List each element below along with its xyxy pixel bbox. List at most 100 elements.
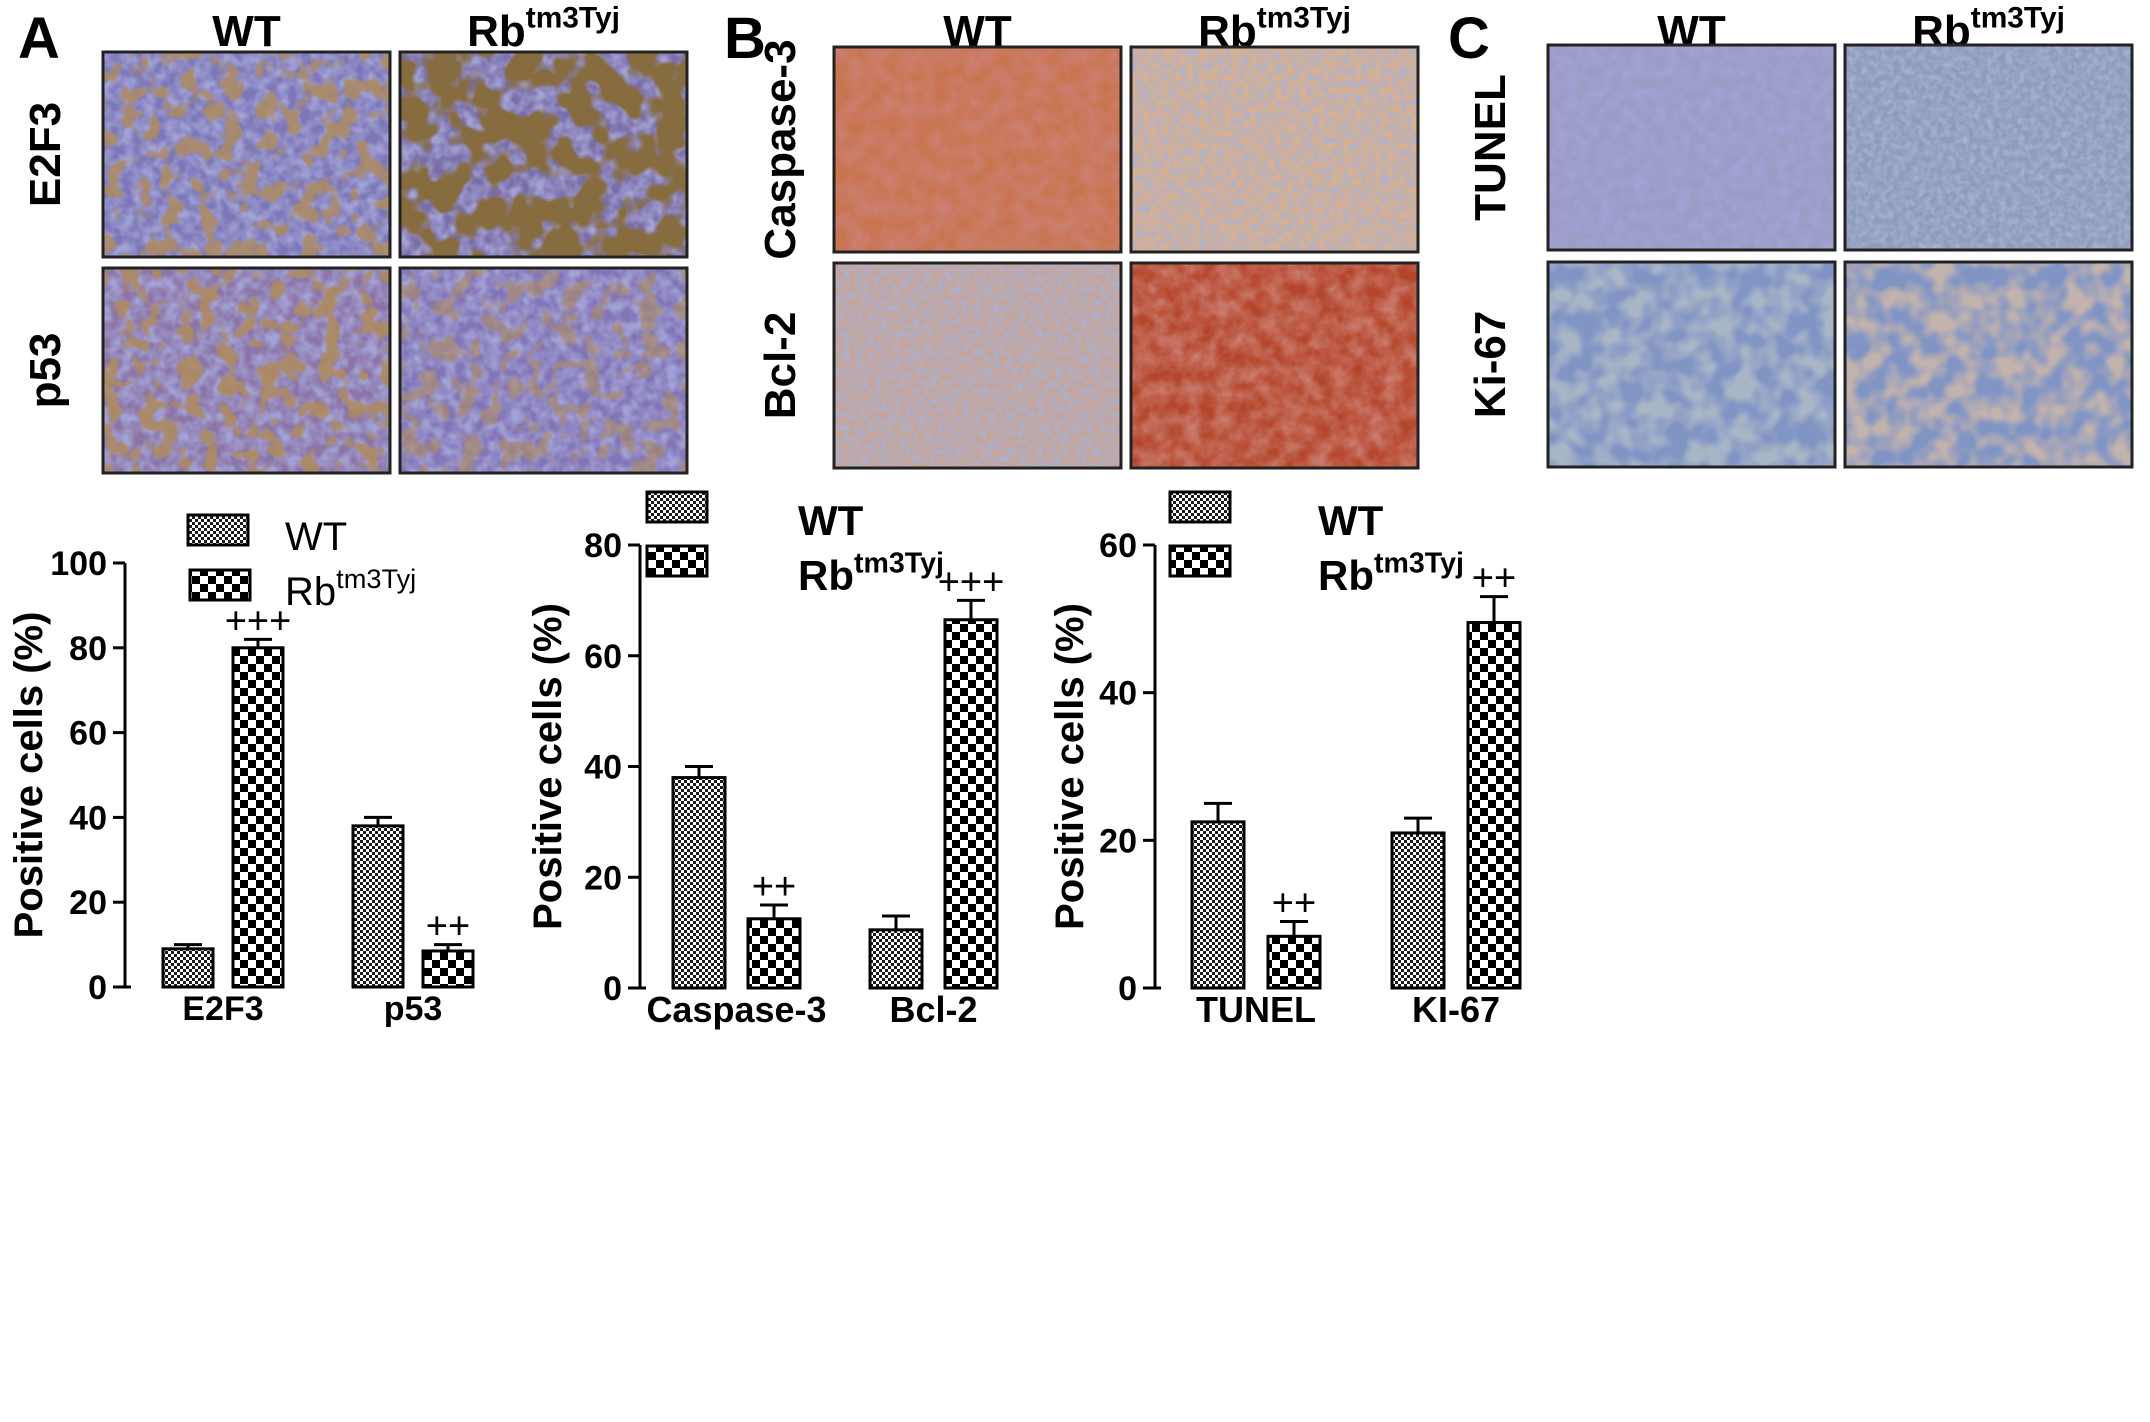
row-label: TUNEL <box>1466 74 1515 221</box>
column-header-rb: Rbtm3Tyj <box>467 2 620 56</box>
legend-label-rb: Rbtm3Tyj <box>1318 547 1464 599</box>
y-tick-label: 60 <box>69 715 107 753</box>
image-border <box>1546 43 1837 252</box>
x-tick-label: p53 <box>384 990 443 1028</box>
histology-image-rb <box>1843 43 2134 252</box>
x-tick-label: E2F3 <box>182 990 263 1028</box>
image-border <box>101 266 392 475</box>
histology-image-wt <box>1546 43 1837 252</box>
bar-rb <box>746 917 802 990</box>
bar-wt <box>1190 820 1246 990</box>
column-header-rb: Rbtm3Tyj <box>1912 2 2065 56</box>
image-border <box>832 45 1123 254</box>
row-label: Bcl-2 <box>756 312 805 420</box>
legend-label-rb: Rbtm3Tyj <box>798 547 944 599</box>
histology-image-rb <box>1129 261 1420 470</box>
bar-rb <box>1466 621 1522 990</box>
image-border <box>398 266 689 475</box>
y-axis-label: Positive cells (%) <box>526 603 570 930</box>
x-tick-label: KI-67 <box>1412 989 1500 1030</box>
panel-letter: A <box>18 6 60 71</box>
histology-image-wt <box>832 261 1123 470</box>
y-tick-label: 20 <box>1099 822 1137 860</box>
histology-image-rb <box>398 266 689 475</box>
panel-letter: B <box>724 6 766 71</box>
row-label: Ki-67 <box>1466 311 1515 419</box>
bar-chart-2: 0 20 40 60 80 Positive cells (%) ++ Caspase-3 ++… <box>526 490 1005 1030</box>
histology-image-wt <box>832 45 1123 254</box>
x-tick-label: Caspase-3 <box>646 989 826 1030</box>
y-tick-label: 40 <box>1099 675 1137 713</box>
image-border <box>398 50 689 259</box>
bar-chart-1: 0 20 40 60 80 100 Positive cells (%) +++ E2F3 ++ p… <box>7 513 475 1028</box>
bar-wt <box>671 776 727 990</box>
significance-label: +++ <box>938 561 1005 603</box>
image-stain <box>400 268 687 473</box>
y-tick-label: 0 <box>1118 970 1137 1008</box>
image-texture <box>1845 262 2132 467</box>
histology-image-rb <box>1129 45 1420 254</box>
bar-wt <box>868 928 924 990</box>
image-border <box>101 50 392 259</box>
y-tick-label: 20 <box>584 859 622 897</box>
y-tick-label: 100 <box>50 545 107 583</box>
histology-image-rb <box>398 50 689 259</box>
image-border <box>1129 261 1420 470</box>
y-tick-label: 0 <box>88 969 107 1007</box>
image-stain <box>400 52 687 257</box>
panel-letter: C <box>1448 6 1490 71</box>
significance-label: ++ <box>1272 883 1316 925</box>
legend-swatch-rb <box>645 544 709 578</box>
legend-swatch-wt <box>186 513 250 547</box>
bar-wt <box>161 947 215 989</box>
image-border <box>1546 260 1837 469</box>
bar-rb <box>943 618 999 990</box>
legend-swatch-rb <box>1168 544 1232 578</box>
x-tick-label: Bcl-2 <box>889 989 977 1030</box>
image-texture <box>1548 45 1835 250</box>
histology-image-wt <box>101 266 392 475</box>
image-border <box>832 261 1123 470</box>
image-texture <box>1548 262 1835 467</box>
image-border <box>1843 43 2134 252</box>
legend-label-wt: WT <box>798 497 864 544</box>
significance-label: ++ <box>752 866 796 908</box>
y-axis-label: Positive cells (%) <box>7 612 51 939</box>
legend-label-wt: WT <box>1318 497 1384 544</box>
y-tick-label: 0 <box>603 970 622 1008</box>
histology-image-wt <box>1546 260 1837 469</box>
x-tick-label: TUNEL <box>1196 989 1316 1030</box>
y-axis-label: Positive cells (%) <box>1048 603 1092 930</box>
y-tick-label: 80 <box>584 527 622 565</box>
bar-rb <box>421 949 475 989</box>
legend-label-rb: Rbtm3Tyj <box>285 563 416 614</box>
bar-rb <box>231 646 285 989</box>
row-label: Caspase-3 <box>756 39 805 259</box>
image-texture <box>1131 263 1418 468</box>
y-tick-label: 60 <box>1099 527 1137 565</box>
y-tick-label: 60 <box>584 638 622 676</box>
legend-swatch-wt <box>645 490 709 524</box>
y-tick-label: 40 <box>584 749 622 787</box>
panel-a: A WT Rbtm3Tyj E2F3 p53 <box>18 2 689 475</box>
bar-wt <box>351 824 405 989</box>
image-texture <box>1131 47 1418 252</box>
image-stain <box>103 52 390 257</box>
y-tick-label: 20 <box>69 884 107 922</box>
image-border <box>1843 260 2134 469</box>
image-texture <box>834 47 1121 252</box>
image-border <box>1129 45 1420 254</box>
y-tick-label: 80 <box>69 630 107 668</box>
significance-label: +++ <box>225 600 292 642</box>
row-label: p53 <box>21 333 70 409</box>
significance-label: ++ <box>426 906 470 948</box>
histology-image-wt <box>101 50 392 259</box>
y-tick-label: 40 <box>69 799 107 837</box>
column-header-wt: WT <box>212 7 281 56</box>
bar-rb <box>1266 934 1322 990</box>
